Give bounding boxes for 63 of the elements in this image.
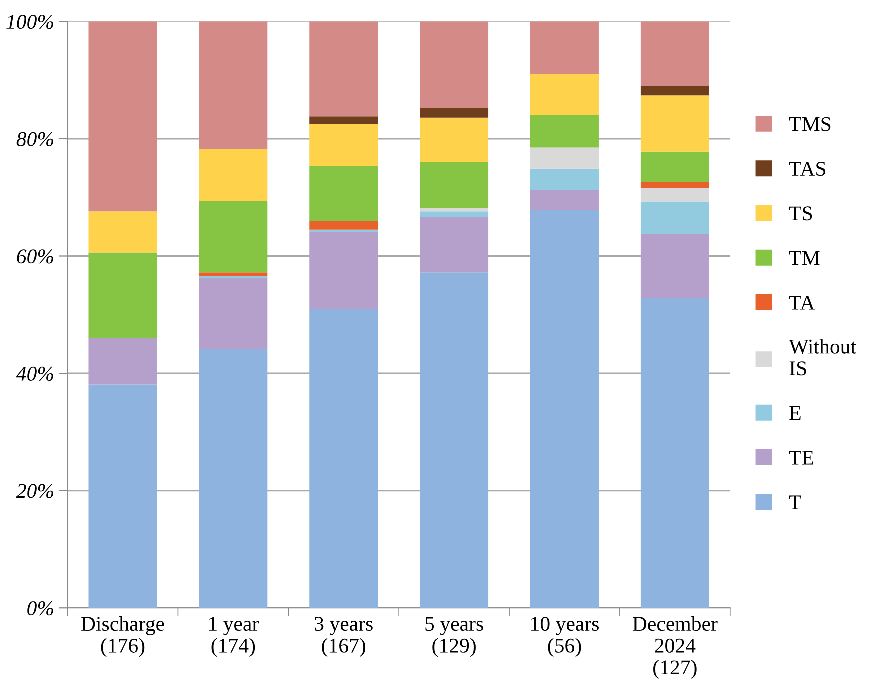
legend-label: TAS [789, 162, 826, 176]
bar [199, 272, 268, 276]
bar [199, 201, 268, 273]
bar [530, 210, 599, 608]
bar [88, 338, 158, 385]
bar [640, 298, 710, 608]
y-tick-label: 60% [17, 250, 54, 264]
bar [640, 188, 710, 202]
bar [420, 218, 489, 273]
bar [530, 190, 599, 211]
bar [640, 22, 710, 86]
bar [199, 278, 268, 350]
bar [420, 272, 489, 608]
bar [420, 22, 489, 108]
y-tick-label: 20% [16, 484, 54, 498]
bar [88, 212, 158, 253]
bar [310, 116, 378, 124]
bar [640, 96, 710, 152]
bar [420, 208, 489, 212]
x-tick-label: 1 year (174) [210, 617, 259, 658]
bar [420, 118, 489, 162]
bar [310, 232, 378, 310]
legend-label: TE [789, 451, 814, 465]
bar [310, 309, 378, 608]
bar [640, 152, 710, 182]
legend-label: Without IS [789, 339, 856, 376]
bar [199, 350, 268, 608]
legend-label: TMS [789, 117, 831, 132]
bar [199, 150, 268, 202]
y-tick-label: 40% [16, 366, 54, 382]
x-tick-label: December 2024 (127) [632, 616, 718, 679]
bar [530, 74, 599, 116]
x-tick-label: Discharge (176) [82, 616, 164, 658]
legend-label: TM [789, 251, 820, 266]
bar [530, 22, 599, 74]
bar [310, 166, 378, 222]
legend-label: E [790, 406, 801, 420]
x-tick-label: 5 years (129) [426, 617, 484, 658]
bar [530, 116, 599, 148]
bar [88, 252, 158, 338]
bar [199, 22, 268, 150]
bar [640, 234, 710, 298]
bar [530, 148, 599, 169]
bar [640, 86, 710, 96]
y-tick-label: 80% [16, 132, 54, 146]
x-tick-label: 10 years (56) [532, 617, 599, 658]
y-tick-label: 0% [28, 602, 54, 616]
x-tick-label: 3 years (167) [315, 617, 373, 658]
bar [640, 182, 710, 188]
bar [88, 384, 158, 608]
bar [88, 22, 158, 212]
bar [420, 108, 489, 118]
bar [640, 202, 710, 234]
bar [310, 22, 378, 117]
legend-label: TA [789, 296, 816, 310]
bar [310, 124, 378, 166]
bar [310, 221, 378, 230]
bar [530, 168, 599, 190]
bar [420, 212, 489, 218]
legend-label: T [789, 496, 802, 510]
bar [420, 162, 489, 208]
legend-label: TS [789, 206, 812, 221]
y-tick-label: 100% [6, 15, 54, 30]
